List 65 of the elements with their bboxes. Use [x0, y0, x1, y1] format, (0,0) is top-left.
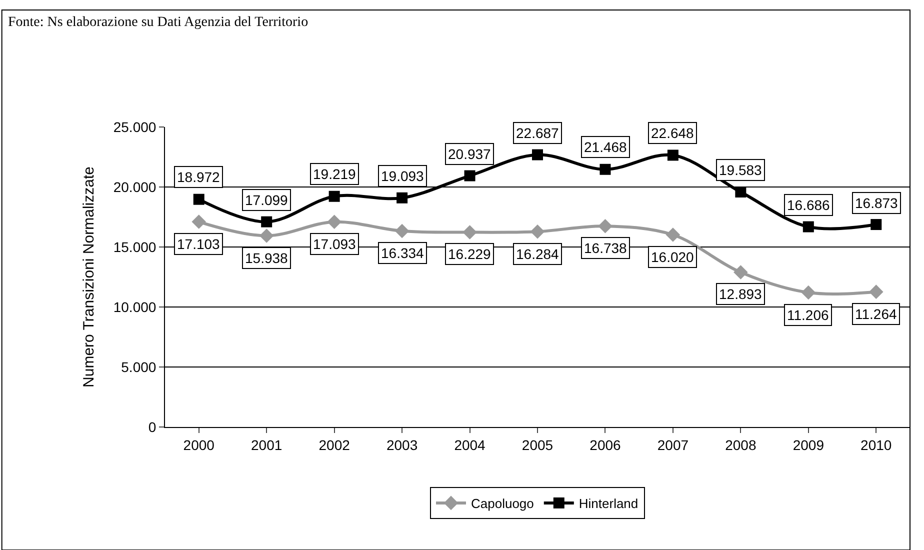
- point: [801, 285, 816, 300]
- data-label: 16.334: [381, 245, 424, 261]
- legend-label: Capoluogo: [471, 496, 534, 512]
- point: [532, 149, 543, 160]
- x-tick-label: 2006: [590, 436, 622, 453]
- point: [261, 216, 272, 228]
- data-label: 16.686: [787, 197, 830, 213]
- x-tick-label: 2010: [860, 436, 892, 453]
- data-label: 17.093: [313, 236, 356, 252]
- x-tick-label: 2005: [522, 436, 554, 453]
- x-tick-label: 2002: [318, 436, 350, 453]
- point: [193, 194, 204, 205]
- x-tick-label: 2004: [454, 436, 486, 453]
- data-label: 19.093: [381, 168, 424, 184]
- y-tick-label: 25.000: [113, 118, 156, 135]
- x-tick-label: 2000: [183, 436, 215, 453]
- point: [259, 228, 274, 243]
- point: [530, 224, 545, 239]
- data-label: 18.972: [177, 169, 220, 185]
- point: [464, 170, 476, 182]
- y-axis-title: Numero Transizioni Normalizzate: [80, 166, 98, 388]
- legend-label: Hinterland: [578, 496, 638, 512]
- data-label: 15.938: [245, 250, 288, 266]
- point: [735, 186, 746, 198]
- data-label: 16.738: [584, 240, 628, 256]
- data-label: 16.020: [651, 249, 694, 265]
- point: [802, 221, 814, 232]
- y-tick-label: 10.000: [113, 298, 156, 315]
- point: [598, 218, 612, 234]
- x-tick-label: 2001: [251, 436, 282, 453]
- data-label: 16.873: [855, 195, 898, 211]
- point: [666, 228, 680, 242]
- data-label: 20.937: [448, 146, 492, 162]
- data-label: 19.583: [719, 162, 762, 178]
- point: [870, 219, 882, 230]
- data-label: 17.099: [245, 192, 288, 208]
- point: [600, 164, 611, 175]
- y-tick-label: 0: [148, 418, 156, 435]
- data-label: 12.893: [719, 286, 762, 302]
- point: [394, 224, 410, 238]
- data-label: 21.468: [584, 139, 628, 155]
- point: [328, 190, 340, 202]
- data-label: 16.284: [516, 246, 560, 262]
- data-label: 22.687: [516, 125, 560, 141]
- point: [396, 192, 408, 204]
- point: [667, 150, 678, 161]
- x-tick-label: 2008: [725, 436, 756, 453]
- data-label: 16.229: [448, 246, 492, 262]
- data-label: 17.103: [177, 236, 220, 252]
- data-label: 19.219: [313, 166, 356, 182]
- point: [868, 284, 884, 299]
- data-label: 11.264: [855, 306, 897, 322]
- y-tick-label: 5.000: [121, 358, 156, 375]
- y-tick-label: 20.000: [113, 178, 156, 195]
- point: [462, 225, 477, 240]
- point: [327, 214, 342, 230]
- point: [734, 265, 748, 280]
- x-tick-label: 2009: [792, 436, 824, 453]
- source-note: Fonte: Ns elaborazione su Dati Agenzia del Territorio: [8, 15, 308, 30]
- x-tick-label: 2003: [386, 436, 418, 453]
- data-label: 11.206: [787, 307, 829, 323]
- y-tick-label: 15.000: [113, 238, 156, 255]
- point: [192, 214, 206, 229]
- x-tick-label: 2007: [657, 436, 689, 453]
- data-label: 22.648: [651, 125, 694, 141]
